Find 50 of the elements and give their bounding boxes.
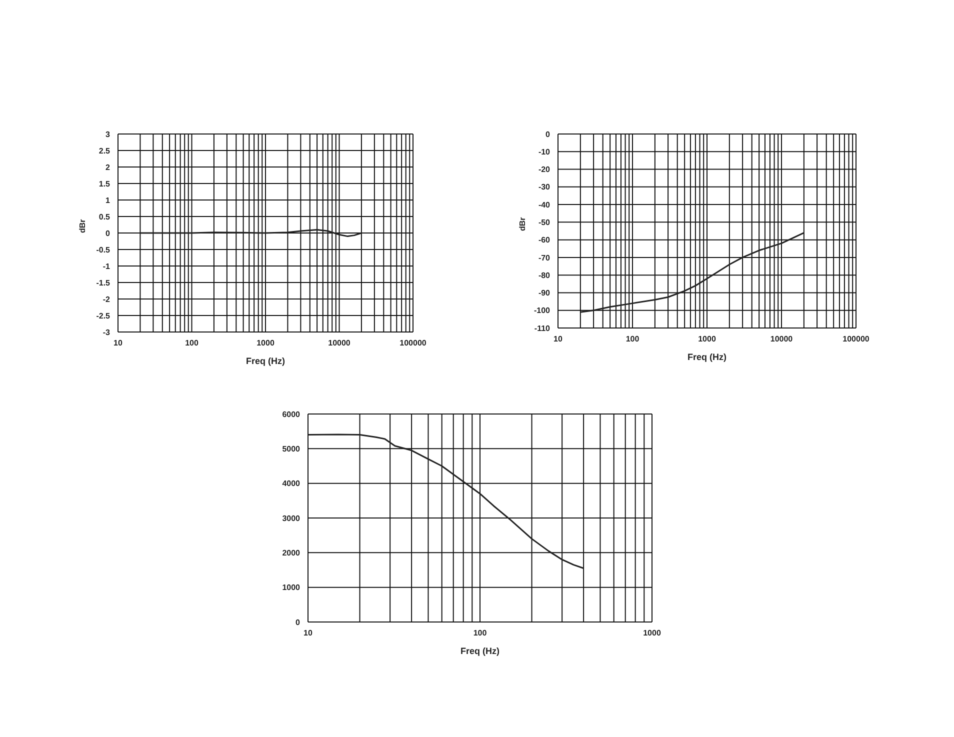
- y-tick-label: -70: [538, 253, 551, 262]
- y-tick-label: -10: [538, 147, 551, 156]
- y-tick-label: 2000: [282, 548, 301, 558]
- y-tick-label: -2.5: [96, 311, 111, 320]
- y-tick-label: -30: [538, 182, 551, 192]
- y-tick-label: -20: [538, 165, 551, 174]
- x-axis-title: Freq (Hz): [688, 352, 726, 362]
- y-tick-label: 0: [296, 618, 301, 627]
- y-tick-label: -100: [534, 306, 551, 316]
- y-axis-title: dBr: [78, 219, 87, 233]
- x-tick-label: 100: [626, 334, 640, 344]
- y-tick-label: -50: [538, 218, 551, 228]
- x-tick-label: 100000: [400, 338, 427, 348]
- y-tick-label: 5000: [282, 444, 301, 454]
- x-tick-label: 10: [554, 334, 563, 344]
- x-tick-label: 100: [473, 628, 488, 638]
- y-tick-label: 6000: [282, 410, 301, 419]
- y-tick-label: -110: [534, 324, 551, 333]
- y-tick-label: -1: [102, 262, 111, 271]
- y-tick-label: -1.5: [96, 278, 111, 288]
- x-tick-label: 100000: [842, 334, 870, 344]
- x-tick-label: 10: [114, 338, 123, 348]
- y-tick-label: -3: [102, 328, 111, 337]
- y-tick-label: 2: [106, 162, 111, 172]
- y-tick-label: 0.5: [98, 212, 111, 222]
- x-tick-label: 1000: [643, 628, 662, 638]
- y-tick-label: 0: [546, 130, 551, 139]
- y-tick-label: 0: [106, 228, 111, 238]
- y-tick-label: 4000: [282, 479, 301, 488]
- x-axis-title: Freq (Hz): [246, 356, 285, 366]
- y-tick-label: -2: [102, 294, 111, 304]
- y-tick-label: -60: [538, 236, 551, 245]
- y-axis-title: dBr: [518, 217, 527, 231]
- y-tick-label: 1000: [282, 583, 301, 592]
- x-tick-label: 100: [185, 338, 199, 348]
- y-tick-label: -40: [538, 200, 551, 210]
- y-tick-label: 3: [106, 130, 111, 139]
- y-tick-label: 2.5: [98, 146, 111, 156]
- x-tick-label: 10: [304, 628, 313, 638]
- y-tick-label: 1.5: [98, 179, 111, 188]
- y-tick-label: 1: [106, 196, 111, 205]
- y-tick-label: -90: [538, 288, 551, 298]
- x-tick-label: 1000: [256, 338, 275, 348]
- y-tick-label: -0.5: [96, 245, 111, 254]
- y-tick-label: 3000: [282, 514, 301, 523]
- x-tick-label: 1000: [698, 334, 716, 344]
- x-tick-label: 10000: [328, 338, 351, 348]
- x-axis-title: Freq (Hz): [460, 646, 500, 656]
- x-tick-label: 10000: [770, 334, 794, 344]
- y-tick-label: -80: [538, 270, 551, 280]
